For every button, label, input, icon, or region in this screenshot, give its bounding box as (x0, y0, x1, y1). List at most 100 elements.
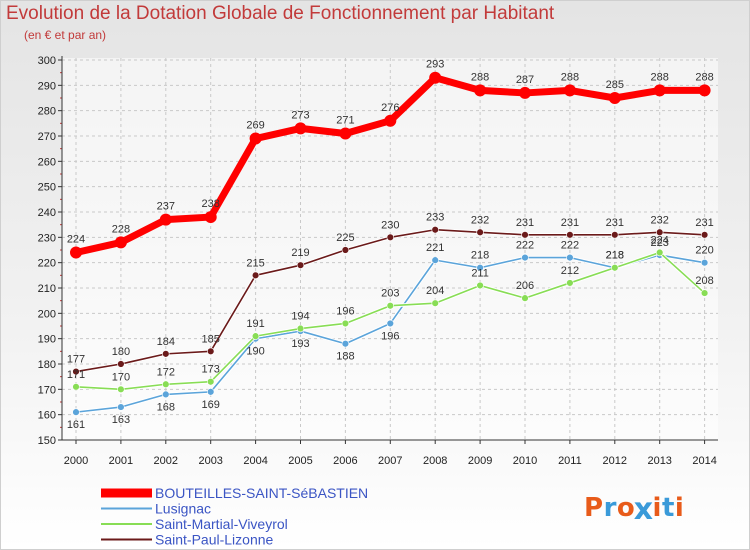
data-point (162, 390, 170, 399)
data-point (655, 248, 664, 257)
data-point (521, 294, 529, 302)
data-label: 194 (291, 311, 309, 323)
y-tick-label: 300 (38, 55, 56, 67)
data-label: 222 (561, 240, 579, 252)
data-point (341, 340, 350, 348)
data-label: 193 (291, 338, 309, 350)
data-point (339, 127, 352, 140)
x-tick-label: 2009 (468, 455, 492, 467)
legend-label: Saint-Martial-Viveyrol (155, 516, 288, 532)
data-label: 232 (471, 214, 489, 226)
data-label: 221 (426, 242, 444, 254)
data-point (341, 319, 350, 328)
data-label: 223 (651, 237, 669, 249)
data-point (566, 231, 574, 239)
data-label: 288 (651, 71, 669, 83)
data-label: 204 (426, 285, 444, 297)
data-point (519, 86, 531, 99)
data-point (431, 299, 439, 307)
data-point (474, 84, 487, 97)
x-tick-label: 2008 (423, 455, 447, 467)
data-label: 206 (516, 280, 534, 292)
data-label: 163 (112, 414, 130, 426)
data-point (162, 350, 170, 358)
data-point (653, 84, 666, 97)
x-tick-label: 2004 (243, 455, 267, 467)
data-point (566, 279, 574, 287)
data-label: 218 (606, 250, 624, 262)
data-label: 196 (336, 305, 354, 317)
x-tick-label: 2007 (378, 455, 402, 467)
data-label: 231 (516, 217, 534, 229)
data-point (296, 261, 305, 269)
data-point (476, 228, 484, 236)
y-tick-label: 290 (38, 80, 56, 92)
y-tick-label: 170 (38, 384, 56, 396)
data-label: 276 (381, 102, 399, 114)
data-point (384, 114, 397, 127)
data-point (429, 71, 442, 84)
data-label: 180 (112, 346, 130, 358)
data-point (700, 289, 709, 297)
data-point (159, 213, 172, 226)
data-point (162, 380, 170, 388)
y-tick-label: 190 (38, 334, 56, 346)
legend-label: Saint-Paul-Lizonne (155, 532, 274, 548)
data-label: 224 (67, 234, 85, 246)
data-label: 168 (157, 401, 175, 413)
data-label: 231 (561, 217, 579, 229)
data-label: 220 (695, 245, 713, 257)
data-point (72, 383, 80, 391)
x-tick-label: 2001 (109, 455, 133, 467)
data-label: 228 (112, 223, 130, 235)
data-point (294, 122, 307, 135)
x-tick-label: 2002 (154, 455, 178, 467)
data-point (70, 246, 82, 259)
data-label: 203 (381, 288, 399, 300)
data-point (204, 211, 217, 224)
data-label: 177 (67, 354, 85, 366)
data-label: 219 (291, 247, 309, 259)
data-label: 232 (651, 214, 669, 226)
data-point (476, 281, 484, 290)
data-point (521, 253, 529, 262)
data-point (611, 231, 619, 239)
x-tick-label: 2013 (647, 455, 671, 467)
data-label: 172 (157, 366, 175, 378)
legend-label: Lusignac (155, 501, 211, 517)
data-point (655, 228, 664, 236)
data-label: 285 (606, 79, 624, 91)
data-point (117, 385, 125, 394)
data-label: 188 (336, 351, 354, 363)
data-point (700, 231, 709, 239)
chart-title: Evolution de la Dotation Globale de Fonc… (6, 3, 555, 24)
data-label: 293 (426, 59, 444, 71)
data-label: 224 (651, 235, 669, 247)
data-label: 233 (426, 212, 444, 224)
data-point (386, 302, 394, 310)
data-label: 230 (381, 219, 399, 231)
y-tick-label: 250 (38, 182, 56, 194)
data-point (566, 253, 574, 262)
data-point (207, 378, 215, 386)
data-point (386, 233, 394, 242)
x-tick-label: 2005 (288, 455, 312, 467)
data-label: 218 (471, 250, 489, 262)
data-point (207, 347, 215, 356)
x-tick-label: 2012 (603, 455, 627, 467)
data-label: 225 (336, 232, 354, 244)
data-label: 271 (336, 114, 354, 126)
data-point (386, 319, 394, 328)
data-label: 212 (561, 265, 579, 277)
data-point (251, 332, 260, 340)
data-point (341, 246, 350, 254)
data-label: 185 (202, 333, 220, 345)
y-tick-label: 200 (38, 308, 56, 320)
chart-subtitle: (en € et par an) (24, 28, 107, 42)
x-tick-label: 2011 (558, 455, 582, 467)
data-point (296, 324, 305, 333)
proxiti-logo: Proxiti (584, 492, 685, 528)
data-label: 190 (246, 346, 264, 358)
data-label: 237 (157, 201, 175, 213)
